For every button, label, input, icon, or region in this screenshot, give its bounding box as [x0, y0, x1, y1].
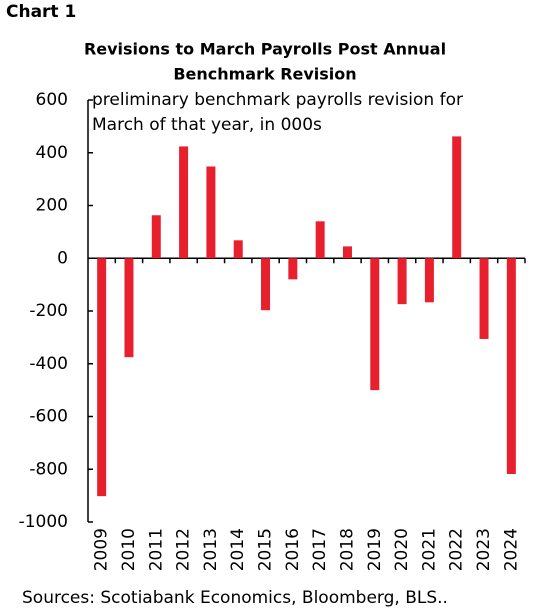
annotation: preliminary benchmark payrolls revision … — [92, 90, 463, 110]
y-tick-label: -400 — [29, 354, 68, 374]
bar — [370, 258, 380, 391]
chart-title: Benchmark Revision — [173, 65, 356, 84]
x-tick-label: 2013 — [201, 528, 221, 571]
y-tick-label: 200 — [36, 196, 68, 216]
bar — [342, 246, 352, 259]
bar — [315, 221, 325, 259]
x-tick-label: 2024 — [501, 528, 521, 571]
annotation: March of that year, in 000s — [92, 115, 322, 135]
x-tick-label: 2017 — [310, 528, 330, 571]
x-tick-label: 2022 — [447, 528, 467, 571]
bar — [97, 258, 107, 497]
bar — [479, 258, 489, 339]
x-tick-label: 2019 — [365, 528, 385, 571]
x-tick-label: 2015 — [256, 528, 276, 571]
x-tick-label: 2011 — [146, 528, 166, 571]
y-tick-label: 400 — [36, 143, 68, 163]
x-tick-label: 2023 — [474, 528, 494, 571]
y-tick-label: 600 — [36, 90, 68, 110]
x-tick-label: 2014 — [228, 528, 248, 571]
bar — [452, 136, 462, 259]
y-tick-label: 0 — [57, 248, 68, 268]
x-tick-label: 2018 — [337, 528, 357, 571]
bar — [151, 215, 161, 259]
chart-label: Chart 1 — [6, 2, 76, 22]
bar — [288, 258, 298, 280]
x-tick-label: 2009 — [92, 528, 112, 571]
bar — [424, 258, 434, 303]
bar — [206, 166, 216, 259]
y-tick-label: -800 — [29, 459, 68, 479]
y-tick-label: -200 — [29, 301, 68, 321]
x-tick-label: 2020 — [392, 528, 412, 571]
y-tick-label: -1000 — [19, 512, 68, 532]
x-tick-label: 2016 — [283, 528, 303, 571]
bar — [233, 240, 243, 259]
bar — [397, 258, 407, 305]
y-tick-label: -600 — [29, 407, 68, 427]
bar — [506, 258, 516, 474]
source: Sources: Scotiabank Economics, Bloomberg… — [22, 588, 448, 608]
x-tick-label: 2021 — [419, 528, 439, 571]
bar — [179, 146, 189, 259]
x-tick-label: 2012 — [174, 528, 194, 571]
bar — [261, 258, 271, 311]
x-tick-label: 2010 — [119, 528, 139, 571]
bar — [124, 258, 134, 358]
chart-title: Revisions to March Payrolls Post Annual — [84, 40, 446, 59]
